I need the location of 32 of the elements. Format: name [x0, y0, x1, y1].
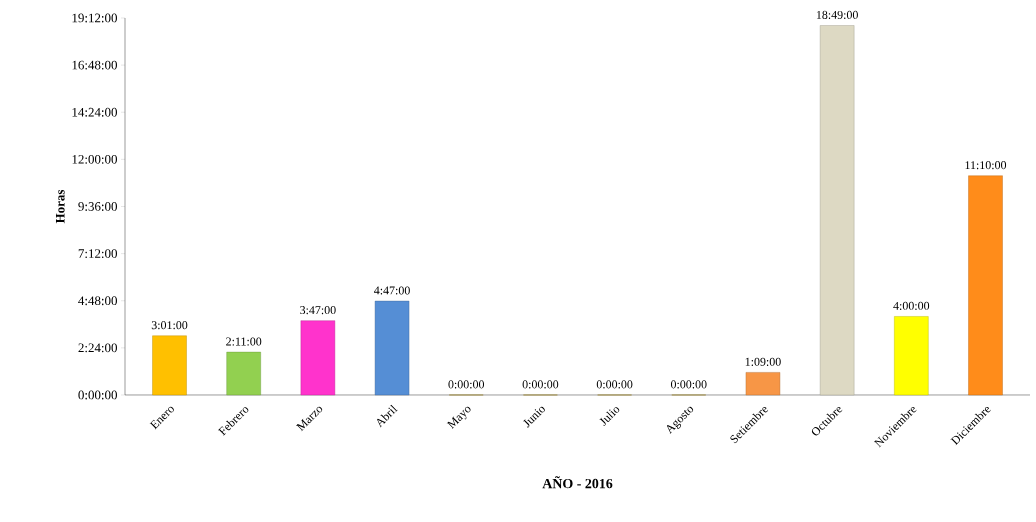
bar [374, 300, 410, 396]
data-label: 2:11:00 [226, 337, 262, 346]
bar [300, 320, 336, 396]
data-label: 4:00:00 [893, 301, 930, 310]
y-tick-label: 2:24:00 [78, 343, 117, 353]
y-tick-label: 12:00:00 [72, 154, 117, 164]
y-tick-label: 4:48:00 [78, 296, 117, 306]
data-label: 3:47:00 [300, 306, 336, 315]
y-tick-label: 9:36:00 [78, 202, 117, 211]
x-axis-title: AÑO - 2016 [542, 476, 613, 489]
data-label: 0:00:00 [670, 380, 707, 389]
bar [819, 25, 855, 396]
y-tick-label: 7:12:00 [78, 249, 117, 259]
y-tick-label: 16:48:00 [72, 60, 117, 70]
y-tick-label: 19:12:00 [72, 13, 117, 23]
y-tick-label: 14:24:00 [72, 107, 117, 117]
data-label: 0:00:00 [522, 380, 559, 389]
data-label: 3:01:00 [151, 321, 188, 330]
bar [152, 335, 187, 396]
bar [226, 351, 261, 396]
y-axis-title: Horas [55, 189, 65, 224]
x-tick-label: Julio [599, 407, 620, 427]
data-label: 1:09:00 [745, 357, 781, 366]
bar [745, 372, 781, 396]
data-label: 0:00:00 [596, 380, 633, 389]
data-label: 18:49:00 [816, 10, 858, 19]
data-label: 4:47:00 [374, 286, 410, 295]
bar [894, 316, 929, 396]
data-label: 0:00:00 [448, 380, 485, 389]
bar [968, 175, 1003, 396]
y-tick-label: 0:00:00 [78, 390, 117, 400]
data-label: 11:10:00 [965, 161, 1007, 170]
